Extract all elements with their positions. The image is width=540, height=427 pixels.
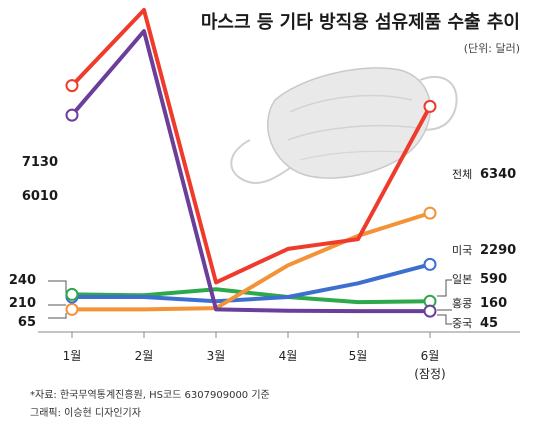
right-value-label: 160 bbox=[480, 296, 507, 311]
marker-1-0 bbox=[65, 302, 79, 316]
x-tick-label: 3월 bbox=[207, 349, 226, 363]
mask-illustration bbox=[230, 67, 458, 184]
left-value-label: 65 bbox=[18, 315, 36, 330]
marker-2-5 bbox=[423, 257, 437, 271]
label-layer: 7130 6010 240 210 65 전체 6340 미국 2290 일본 590 홍콩 160 중국… bbox=[9, 155, 516, 331]
left-value-label: 240 bbox=[9, 273, 36, 288]
x-tick-label: 4월 bbox=[279, 349, 298, 363]
left-value-label: 6010 bbox=[22, 189, 58, 204]
x-tick-label: 1월 bbox=[63, 349, 82, 363]
source-note: *자료: 한국무역통계진흥원, HS코드 6307909000 기준 bbox=[30, 388, 270, 401]
tick-note: (잠정) bbox=[414, 367, 445, 381]
right-value-label: 590 bbox=[480, 272, 507, 287]
marker-3-0 bbox=[65, 287, 79, 301]
marker-4-5 bbox=[423, 304, 437, 318]
right-connectors bbox=[437, 279, 452, 325]
x-tick-layer: 1월 2월 3월 4월 5월 6월 bbox=[63, 332, 440, 363]
series-name-label: 미국 bbox=[452, 244, 472, 257]
unit-label: (단위: 달러) bbox=[464, 42, 520, 55]
credit-note: 그래픽: 이승현 디자인기자 bbox=[30, 407, 141, 419]
marker-layer bbox=[65, 79, 437, 318]
x-tick-label: 5월 bbox=[349, 349, 368, 363]
series-layer bbox=[70, 8, 432, 314]
series-line-1 bbox=[70, 211, 432, 312]
series-line-0 bbox=[70, 8, 432, 285]
series-name-label: 홍콩 bbox=[452, 296, 472, 310]
marker-0-0 bbox=[65, 79, 79, 93]
right-value-label: 45 bbox=[480, 316, 498, 331]
left-value-label: 7130 bbox=[22, 155, 58, 170]
chart-title: 마스크 등 기타 방직용 섬유제품 수출 추이 bbox=[201, 12, 520, 33]
right-value-label: 2290 bbox=[480, 243, 516, 258]
series-name-label: 전체 bbox=[452, 168, 472, 181]
marker-4-0 bbox=[65, 108, 79, 122]
marker-0-5 bbox=[423, 99, 437, 113]
x-tick-label: 2월 bbox=[135, 349, 154, 363]
series-line-2 bbox=[70, 262, 432, 304]
series-name-label: 중국 bbox=[452, 317, 472, 330]
marker-1-5 bbox=[423, 206, 437, 220]
left-connectors bbox=[48, 280, 67, 319]
series-line-4 bbox=[70, 29, 432, 314]
series-name-label: 일본 bbox=[452, 272, 472, 286]
x-tick-label: 6월 bbox=[421, 349, 440, 363]
left-value-label: 210 bbox=[9, 296, 36, 311]
right-value-label: 6340 bbox=[480, 167, 516, 182]
